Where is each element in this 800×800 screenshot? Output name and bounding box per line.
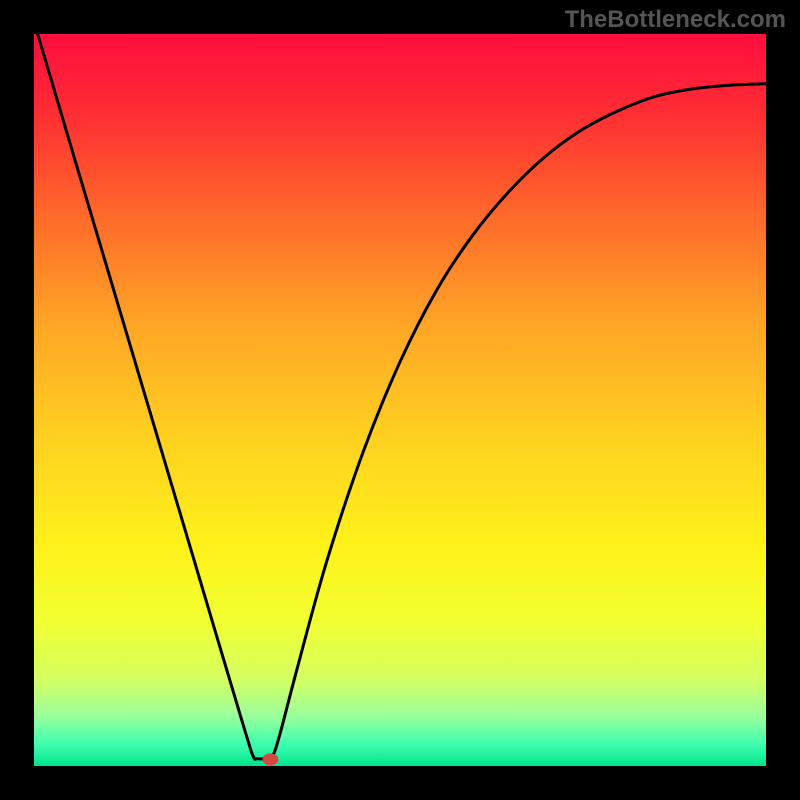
curve-layer <box>34 34 766 766</box>
plot-area <box>34 34 766 766</box>
watermark-text: TheBottleneck.com <box>565 6 786 34</box>
bottleneck-curve <box>38 34 766 759</box>
figure-container: TheBottleneck.com <box>0 0 800 800</box>
minimum-marker <box>262 753 278 765</box>
